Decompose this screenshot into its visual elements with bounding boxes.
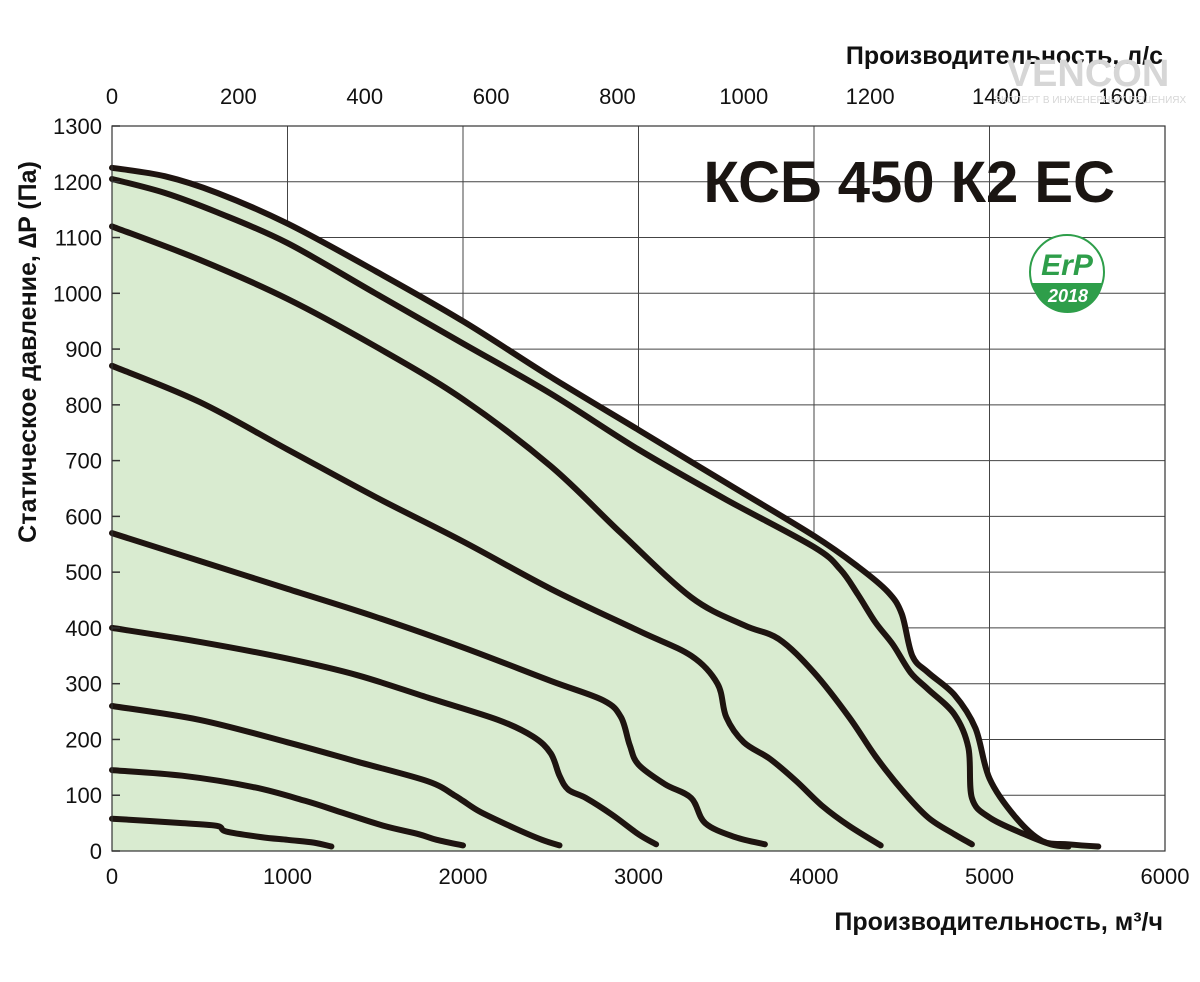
watermark-tagline: ЭКСПЕРТ В ИНЖЕНЕРНЫХ РЕШЕНИЯХ <box>994 95 1187 106</box>
curve-1 <box>109 164 1102 850</box>
x-tick-label: 0 <box>106 864 118 889</box>
y-tick-label: 1000 <box>53 281 102 306</box>
top-x-tick-label: 0 <box>106 84 118 109</box>
watermark-brand: VENCON <box>1007 53 1170 95</box>
plot-frame <box>111 125 1166 852</box>
curve-2 <box>109 176 1072 850</box>
top-x-tick-label: 800 <box>599 84 636 109</box>
x-tick-label: 2000 <box>439 864 488 889</box>
y-tick-label: 1200 <box>53 170 102 195</box>
top-x-tick-label: 1200 <box>846 84 895 109</box>
y-tick-label: 200 <box>65 727 102 752</box>
top-x-axis-ticks: 0 200 400 600 800 1000 1200 1400 1600 <box>106 84 1147 109</box>
x-tick-label: 6000 <box>1141 864 1190 889</box>
plot-border <box>111 125 1166 852</box>
curve-4 <box>109 362 884 849</box>
y-tick-label: 600 <box>65 504 102 529</box>
operating-area <box>112 167 1099 852</box>
top-x-tick-label: 200 <box>220 84 257 109</box>
badge-erp-label: ErP <box>1041 249 1094 282</box>
y-tick-label: 900 <box>65 337 102 362</box>
curve-7 <box>109 703 563 849</box>
performance-curves <box>109 164 1102 850</box>
x-tick-label: 4000 <box>790 864 839 889</box>
y-tick-label: 800 <box>65 393 102 418</box>
x-tick-label: 1000 <box>263 864 312 889</box>
top-x-tick-label: 1400 <box>972 84 1021 109</box>
y-tick-label: 700 <box>65 449 102 474</box>
curve-6 <box>109 624 660 848</box>
top-x-tick-label: 600 <box>473 84 510 109</box>
y-tick-label: 100 <box>65 783 102 808</box>
x-tick-label: 3000 <box>614 864 663 889</box>
top-x-axis-title: Производительность, л/с <box>846 42 1163 70</box>
y-tick-label: 300 <box>65 672 102 697</box>
curve-3 <box>109 223 975 848</box>
curve-5 <box>109 530 768 848</box>
y-tick-label: 1300 <box>53 114 102 139</box>
vencon-watermark: VENCON ЭКСПЕРТ В ИНЖЕНЕРНЫХ РЕШЕНИЯХ <box>994 53 1187 106</box>
erp-2018-badge: ErP 2018 <box>1029 234 1105 314</box>
top-x-tick-label: 1600 <box>1098 84 1147 109</box>
y-axis-ticks: 0 100 200 300 400 500 600 700 800 900 1000 1100 1200… <box>53 114 102 864</box>
top-x-tick-label: 400 <box>346 84 383 109</box>
x-tick-label: 5000 <box>965 864 1014 889</box>
curve-9 <box>109 815 335 850</box>
x-axis-ticks: 0 1000 2000 3000 4000 5000 6000 <box>106 864 1190 889</box>
y-axis-title: Статическое давление, ∆P (Па) <box>14 161 42 543</box>
y-tick-label: 500 <box>65 560 102 585</box>
y-tick-label: 400 <box>65 616 102 641</box>
y-tick-label: 0 <box>90 839 102 864</box>
x-axis-title: Производительность, м³/ч <box>834 908 1163 936</box>
operating-area-fill <box>112 167 1099 852</box>
y-tick-label: 1100 <box>55 226 102 251</box>
badge-year-label: 2018 <box>1047 286 1088 306</box>
top-x-tick-label: 1000 <box>719 84 768 109</box>
curve-8 <box>109 767 466 849</box>
chart-title: КСБ 450 К2 ЕС <box>703 150 1115 215</box>
